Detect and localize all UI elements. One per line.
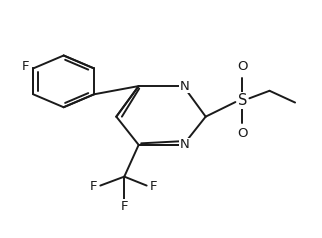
Text: F: F: [90, 180, 97, 193]
Text: F: F: [150, 180, 157, 193]
Text: F: F: [22, 60, 29, 73]
Text: N: N: [180, 79, 190, 93]
Text: S: S: [238, 93, 247, 108]
Text: N: N: [180, 138, 190, 151]
Text: O: O: [237, 60, 248, 73]
Text: F: F: [120, 199, 128, 213]
Text: O: O: [237, 127, 248, 140]
